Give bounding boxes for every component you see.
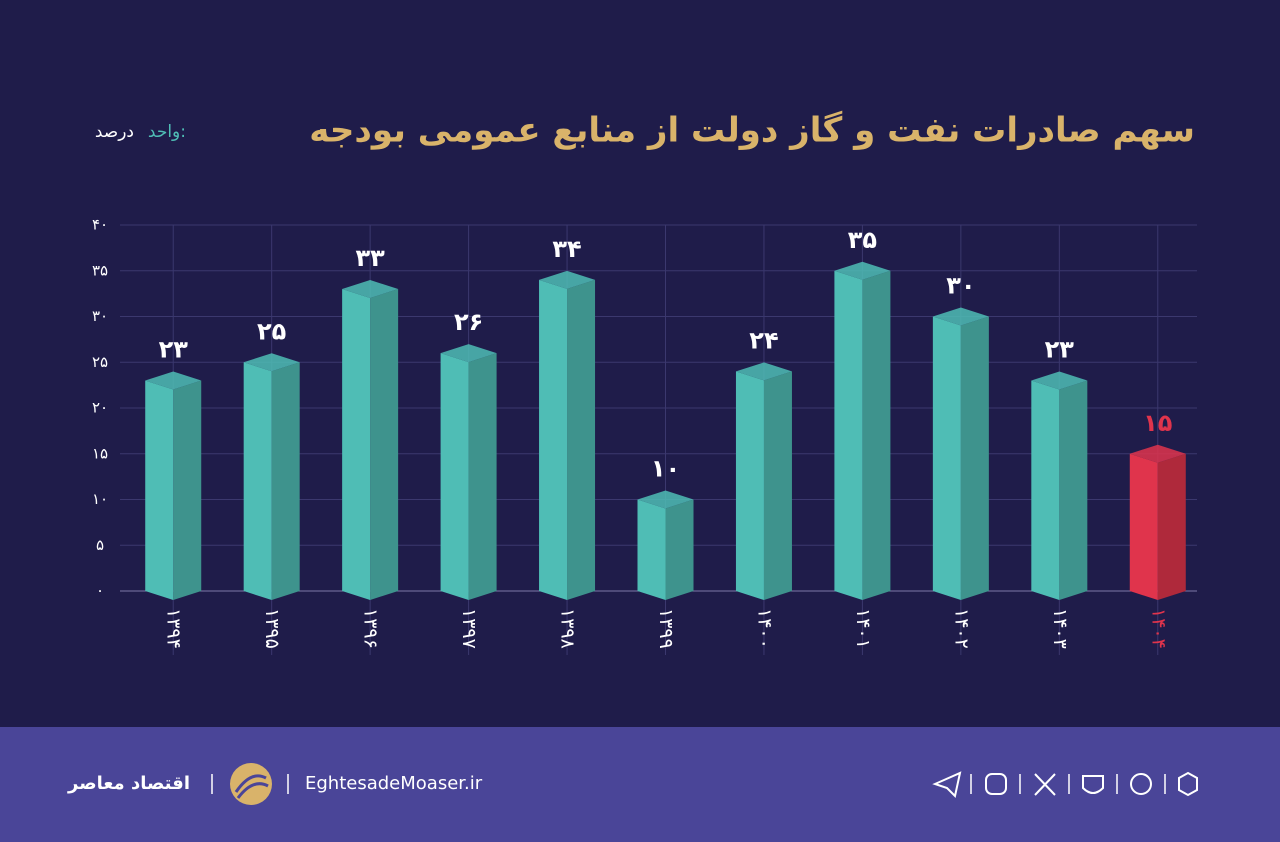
chart-title: سهم صادرات نفت و گاز دولت از منابع عمومی… bbox=[309, 111, 1195, 151]
bar-top bbox=[834, 261, 891, 280]
bar bbox=[1129, 444, 1186, 600]
y-tick-label: ۱۰ bbox=[92, 490, 108, 508]
footer-band bbox=[0, 727, 1280, 842]
bar bbox=[440, 344, 497, 600]
bar bbox=[637, 490, 694, 600]
bar-top bbox=[1129, 444, 1186, 463]
x-tick-label: ۱۳۹۶ bbox=[360, 608, 382, 649]
bar-side bbox=[468, 353, 497, 600]
background bbox=[0, 0, 1280, 727]
website[interactable]: EghtesadeMoaser.ir bbox=[305, 773, 483, 794]
x-tick-label: ۱۳۹۹ bbox=[655, 608, 677, 649]
bar-side bbox=[271, 362, 300, 600]
bar-front bbox=[1031, 380, 1060, 600]
aparat-icon[interactable] bbox=[1082, 775, 1104, 794]
bar-side bbox=[1157, 453, 1186, 600]
y-tick-label: ۳۰ bbox=[92, 307, 108, 325]
bar-front bbox=[735, 371, 764, 600]
bar-top bbox=[145, 371, 202, 390]
bar-front bbox=[539, 279, 568, 600]
value-label: ۳۴ bbox=[552, 235, 581, 263]
unit: درصد bbox=[95, 122, 134, 142]
bar-top bbox=[243, 353, 300, 372]
y-tick-label: ۴۰ bbox=[92, 216, 108, 234]
bar-front bbox=[243, 362, 272, 600]
social-icons bbox=[932, 771, 1198, 799]
bar-top bbox=[735, 362, 792, 381]
bar-side bbox=[370, 289, 399, 600]
brand: اقتصاد معاصر bbox=[67, 773, 190, 794]
x-tick-label: ۱۴۰۳ bbox=[1049, 608, 1071, 649]
y-tick-label: ۵ bbox=[96, 536, 104, 554]
eitaa-icon[interactable] bbox=[1130, 773, 1152, 795]
bar-front bbox=[342, 289, 371, 600]
bar-front bbox=[834, 270, 863, 600]
value-label: ۳۳ bbox=[355, 244, 385, 272]
bar-front bbox=[440, 353, 469, 600]
bar-side bbox=[173, 380, 202, 600]
y-tick-label: ۳۵ bbox=[92, 261, 108, 279]
y-tick-label: ۱۵ bbox=[92, 444, 108, 462]
x-tick-label: ۱۴۰۱ bbox=[852, 608, 874, 649]
bar-front bbox=[1129, 453, 1158, 600]
bar-side bbox=[960, 316, 989, 600]
logo-mark bbox=[234, 774, 269, 799]
x-tick-label: ۱۳۹۴ bbox=[163, 608, 185, 649]
bar bbox=[145, 371, 202, 600]
x-tick-label: ۱۴۰۴ bbox=[1147, 608, 1169, 649]
value-label: ۱۵ bbox=[1143, 409, 1172, 437]
y-tick-label: ۲۵ bbox=[92, 353, 108, 371]
bar-top bbox=[932, 307, 989, 326]
value-label: ۲۳ bbox=[159, 336, 189, 364]
bar-side bbox=[1059, 380, 1088, 600]
value-label: ۳۵ bbox=[848, 226, 877, 254]
bar bbox=[342, 280, 399, 600]
icon-separators bbox=[970, 774, 1166, 794]
y-tick-label: ۲۰ bbox=[92, 399, 108, 417]
instagram-icon[interactable] bbox=[985, 773, 1007, 795]
bar-top bbox=[440, 344, 497, 363]
bar-top bbox=[1031, 371, 1088, 390]
x-tick-label: ۱۳۹۷ bbox=[458, 608, 480, 649]
bar bbox=[539, 270, 596, 600]
value-label: ۲۵ bbox=[257, 317, 286, 345]
plot: ۰ ۵ ۱۰ ۱۵ ۲۰ ۲۵ ۳۰ ۳۵ ۴۰ ۱۳۹۴ ۲۳ ۱۳۹۵ ۲۵ ۱۳۹۶ ۳۳ ۱۳۹۷ ۲۶… bbox=[92, 216, 1197, 655]
x-tick-label: ۱۳۹۸ bbox=[557, 608, 579, 649]
bale-icon[interactable] bbox=[1178, 771, 1198, 797]
bar-side bbox=[763, 371, 792, 600]
bar-side bbox=[567, 279, 596, 600]
bar bbox=[735, 362, 792, 600]
telegram-icon[interactable] bbox=[932, 771, 962, 799]
x-tick-label: ۱۴۰۰ bbox=[753, 608, 775, 649]
value-label: ۲۳ bbox=[1045, 336, 1075, 364]
bar-front bbox=[637, 499, 666, 600]
x-icon[interactable] bbox=[1034, 773, 1056, 796]
bar bbox=[834, 261, 891, 600]
value-label: ۲۶ bbox=[454, 308, 483, 336]
x-tick-label: ۱۳۹۵ bbox=[261, 608, 283, 649]
value-label: ۲۴ bbox=[749, 326, 778, 354]
bar-top bbox=[539, 270, 596, 289]
bar-side bbox=[862, 270, 891, 600]
value-label: ۳۰ bbox=[946, 272, 975, 300]
bar-top bbox=[637, 490, 694, 509]
unit-label: واحد: bbox=[148, 122, 186, 142]
bar-front bbox=[932, 316, 961, 600]
y-tick-label: ۰ bbox=[96, 582, 104, 600]
value-label: ۱۰ bbox=[651, 455, 680, 483]
bar bbox=[932, 307, 989, 600]
bar-top bbox=[342, 280, 399, 299]
x-tick-label: ۱۴۰۲ bbox=[950, 608, 972, 649]
bar-front bbox=[145, 380, 174, 600]
bar bbox=[243, 353, 300, 600]
bar-side bbox=[665, 499, 694, 600]
bar bbox=[1031, 371, 1088, 600]
